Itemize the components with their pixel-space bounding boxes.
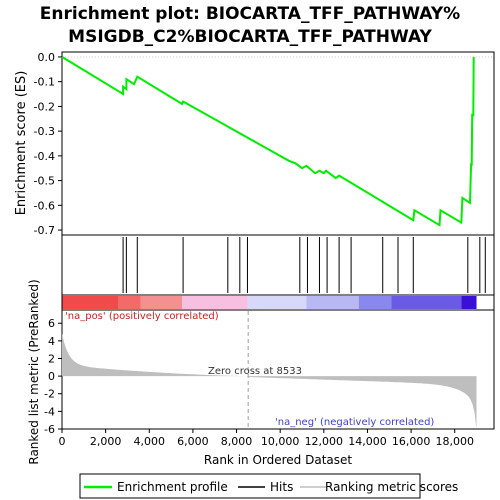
es-axis-ticks: 0.0 -0.1 -0.2 -0.3 -0.4 -0.5 -0.6 -0.7 xyxy=(34,51,494,237)
heat-segment xyxy=(461,296,477,309)
heat-segment xyxy=(358,296,392,309)
rank-tick-label: -2 xyxy=(44,388,55,401)
rank-tick-label: -6 xyxy=(44,423,55,436)
es-tick-label: -0.4 xyxy=(34,150,55,163)
legend-profile-label: Enrichment profile xyxy=(117,480,228,494)
hits-panel-frame xyxy=(61,234,495,296)
legend-ranking-label: Ranking metric scores xyxy=(325,480,458,494)
x-tick-label: 4,000 xyxy=(134,435,166,448)
heat-segment xyxy=(62,296,119,309)
enrichment-profile-line xyxy=(61,56,475,227)
x-tick-label: 18,000 xyxy=(435,435,474,448)
heat-segment xyxy=(247,296,307,309)
es-axis-label: Enrichment score (ES) xyxy=(14,71,29,216)
heat-segment xyxy=(118,296,141,309)
x-axis-label: Rank in Ordered Dataset xyxy=(204,453,352,467)
es-tick-label: -0.3 xyxy=(34,125,55,138)
x-tick-label: 16,000 xyxy=(392,435,431,448)
chart-title-line1: Enrichment plot: BIOCARTA_TFF_PATHWAY% xyxy=(40,4,460,24)
hits-marks xyxy=(122,237,486,293)
legend-hits-label: Hits xyxy=(270,480,293,494)
zero-cross-label: Zero cross at 8533 xyxy=(208,366,302,377)
rank-tick-label: 6 xyxy=(48,317,55,330)
x-tick-label: 6,000 xyxy=(177,435,209,448)
ranking-heat-bar xyxy=(62,296,477,309)
pos-label: 'na_pos' (positively correlated) xyxy=(65,311,219,322)
x-tick-label: 8,000 xyxy=(221,435,253,448)
es-tick-label: 0.0 xyxy=(38,51,56,64)
rank-tick-label: 0 xyxy=(48,370,55,383)
x-tick-label: 2,000 xyxy=(90,435,122,448)
heat-segment xyxy=(182,296,248,309)
x-tick-label: 14,000 xyxy=(348,435,387,448)
heat-segment xyxy=(140,296,182,309)
es-tick-label: -0.5 xyxy=(34,175,55,188)
heat-segment xyxy=(306,296,359,309)
es-tick-label: -0.6 xyxy=(34,199,55,212)
es-tick-label: -0.7 xyxy=(34,224,55,237)
es-tick-label: -0.2 xyxy=(34,100,55,113)
rank-tick-label: -4 xyxy=(44,405,55,418)
x-tick-label: 0 xyxy=(59,435,66,448)
legend-box xyxy=(79,473,421,499)
chart-title-line2: MSIGDB_C2%BIOCARTA_TFF_PATHWAY xyxy=(68,27,432,47)
x-axis-ticks: 0 2,000 4,000 6,000 8,000 10,000 12,000 14,000 1… xyxy=(59,429,474,448)
es-tick-label: -0.1 xyxy=(34,76,55,89)
x-tick-label: 12,000 xyxy=(305,435,344,448)
neg-label: 'na_neg' (negatively correlated) xyxy=(275,417,434,428)
rank-axis-label: Ranked list metric (PreRanked) xyxy=(27,279,41,464)
ranking-metric-area xyxy=(62,333,477,429)
rank-tick-label: 4 xyxy=(48,335,55,348)
heat-segment xyxy=(391,296,462,309)
x-tick-label: 10,000 xyxy=(261,435,300,448)
rank-axis-ticks: 6 4 2 0 -2 -4 -6 xyxy=(44,317,62,436)
rank-tick-label: 2 xyxy=(48,352,55,365)
rank-panel-frame xyxy=(61,309,495,430)
